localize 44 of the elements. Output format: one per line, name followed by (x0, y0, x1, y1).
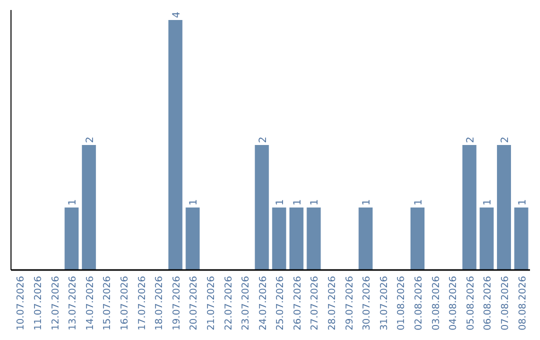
x-tick-label: 14.07.2026 (84, 276, 96, 330)
data-label: 1 (482, 199, 494, 206)
x-tick-label: 18.07.2026 (154, 276, 166, 330)
data-label: 1 (310, 199, 321, 206)
x-tick-label: 19.07.2026 (171, 276, 182, 330)
data-label: 1 (414, 199, 424, 206)
x-tick-label: 27.07.2026 (310, 276, 321, 330)
x-tick-label: 13.07.2026 (68, 276, 79, 330)
x-tick-label: 29.07.2026 (344, 276, 356, 330)
data-label: 1 (292, 199, 304, 206)
data-label: 1 (362, 199, 373, 206)
x-tick-label: 05.08.2026 (465, 276, 476, 330)
x-tick-label: 24.07.2026 (258, 276, 269, 330)
x-tick-label: 04.08.2026 (448, 276, 460, 330)
data-label: 2 (84, 136, 96, 143)
data-label: 1 (517, 199, 528, 206)
data-label: 1 (68, 199, 79, 206)
x-tick-label: 10.07.2026 (16, 276, 27, 330)
data-label: 1 (275, 199, 286, 206)
x-tick-label: 26.07.2026 (292, 276, 304, 330)
x-tick-label: 06.08.2026 (482, 276, 494, 330)
x-tick-label: 12.07.2026 (50, 276, 62, 330)
x-tick-label: 08.08.2026 (517, 276, 528, 330)
x-tick-label: 22.07.2026 (223, 276, 234, 330)
data-label: 4 (171, 12, 182, 18)
x-tick-label: 21.07.2026 (206, 276, 217, 330)
x-tick-label: 30.07.2026 (362, 276, 373, 330)
data-label: 2 (500, 136, 511, 143)
x-tick-label: 25.07.2026 (275, 276, 286, 330)
data-label: 1 (188, 199, 200, 206)
x-tick-label: 15.07.2026 (102, 276, 114, 330)
data-label: 2 (465, 136, 476, 143)
x-tick-label: 28.07.2026 (327, 276, 338, 330)
x-tick-label: 03.08.2026 (430, 276, 442, 330)
x-tick-label: 23.07.2026 (240, 276, 252, 330)
x-tick-label: 17.07.2026 (136, 276, 148, 330)
x-tick-label: 20.07.2026 (188, 276, 200, 330)
x-tick-label: 02.08.2026 (414, 276, 424, 330)
x-tick-label: 01.08.2026 (396, 276, 408, 330)
x-tick-label: 16.07.2026 (120, 276, 130, 330)
x-tick-label: 07.08.2026 (500, 276, 511, 330)
x-tick-label: 31.07.2026 (378, 276, 390, 330)
data-label: 2 (258, 136, 269, 143)
x-tick-label: 11.07.2026 (33, 276, 44, 330)
